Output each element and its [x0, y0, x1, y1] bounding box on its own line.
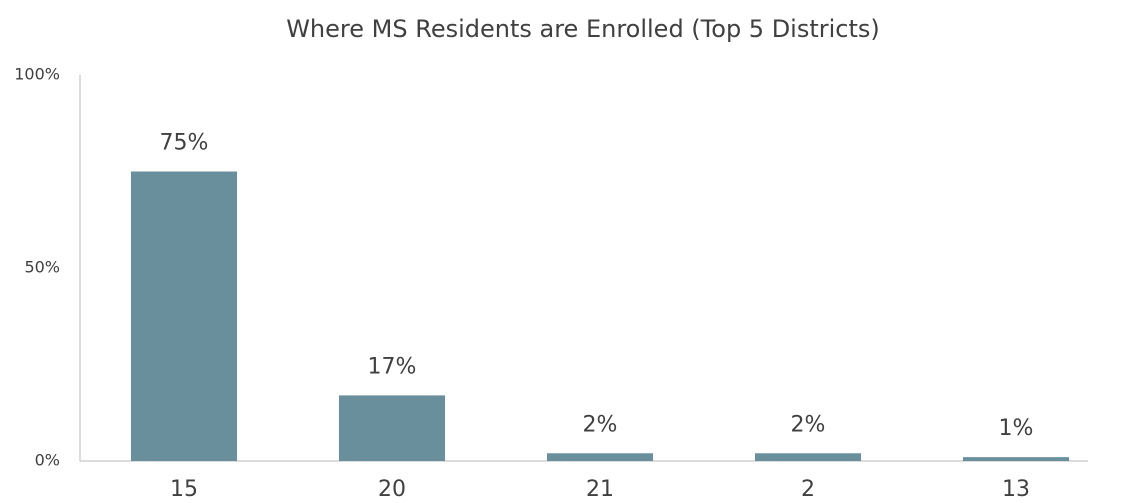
y-tick-label: 0%: [35, 451, 60, 470]
x-tick-label: 21: [586, 477, 614, 502]
bar: [546, 453, 654, 461]
bar: [130, 171, 238, 461]
x-tick-label: 20: [378, 477, 406, 502]
data-label: 2%: [583, 412, 618, 437]
data-label: 1%: [999, 416, 1034, 441]
y-tick-label: 50%: [24, 258, 60, 277]
bar: [754, 453, 862, 461]
bar: [338, 395, 446, 461]
x-tick-label: 13: [1002, 477, 1030, 502]
data-label: 75%: [160, 131, 209, 156]
x-tick-label: 2: [801, 477, 815, 502]
data-label: 17%: [368, 354, 417, 379]
bar: [962, 457, 1070, 461]
chart-title: Where MS Residents are Enrolled (Top 5 D…: [286, 15, 880, 43]
y-tick-label: 100%: [14, 65, 60, 84]
x-tick-label: 15: [170, 477, 198, 502]
data-label: 2%: [791, 412, 826, 437]
